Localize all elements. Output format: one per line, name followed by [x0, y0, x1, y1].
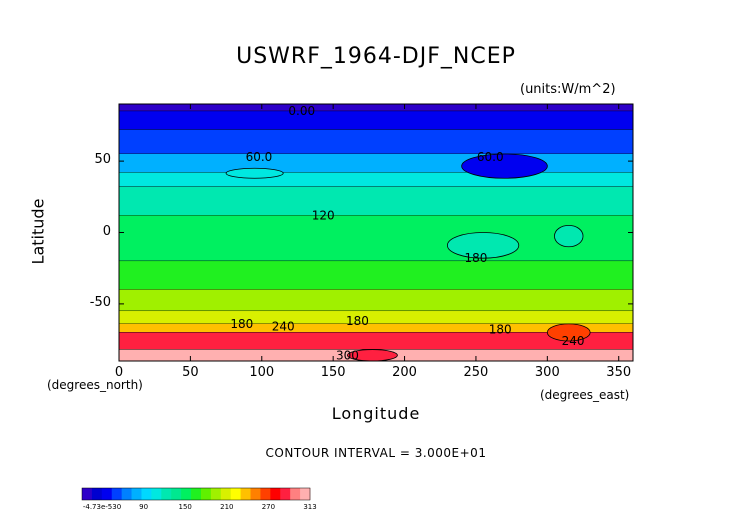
- x-tick-label: 200: [392, 365, 417, 380]
- colorbar-swatch: [101, 488, 113, 500]
- contour-region: [461, 153, 548, 179]
- lat-band: [119, 261, 633, 290]
- colorbar-swatch: [210, 488, 222, 500]
- colorbar-swatch: [121, 488, 132, 500]
- lat-band: [119, 332, 633, 350]
- units-label: (units:W/m^2): [520, 82, 616, 97]
- colorbar-tick-label: 150: [178, 503, 192, 511]
- x-tick-label: 150: [320, 365, 346, 380]
- contour-region: [546, 323, 591, 342]
- colorbar-tick-label: 210: [220, 503, 234, 511]
- lat-band: [119, 323, 633, 333]
- x-tick-label: 350: [606, 365, 632, 380]
- y-tick-label: -50: [89, 294, 111, 310]
- y-tick-label: 50: [94, 152, 111, 168]
- colorbar-swatch: [200, 488, 212, 500]
- colorbar-swatch: [91, 488, 103, 500]
- x-tick-label: 50: [182, 365, 199, 380]
- lat-band: [119, 129, 633, 154]
- contour-label: 0.00: [288, 104, 315, 118]
- colorbar-swatch: [230, 488, 242, 500]
- contour-region: [554, 224, 584, 248]
- lat-band: [119, 289, 633, 312]
- x-tick-label: 0: [114, 365, 124, 380]
- lat-band: [119, 111, 633, 130]
- lat-band: [119, 311, 633, 324]
- colorbar-tick-label: 313: [303, 503, 317, 511]
- x-tick-label: 300: [534, 365, 560, 380]
- colorbar-frame: [81, 487, 311, 501]
- lat-band: [119, 186, 633, 216]
- contour-label: 180: [489, 323, 512, 337]
- x-unit-label: (degrees_east): [540, 388, 630, 402]
- colorbar-tick-label: -4.73e-530: [82, 503, 122, 511]
- lat-band: [119, 153, 633, 173]
- colorbar-swatch: [290, 488, 301, 500]
- contour-label: 240: [562, 334, 585, 348]
- y-tick-label: 0: [102, 223, 111, 239]
- x-tick-label: 250: [463, 365, 489, 380]
- colorbar-swatch: [240, 488, 251, 500]
- lat-band: [119, 104, 633, 112]
- colorbar-swatch: [270, 488, 281, 500]
- colorbar-swatch: [161, 488, 172, 500]
- contour-label: 180: [464, 251, 487, 265]
- x-tick-label: 100: [249, 365, 275, 380]
- contour-label: 120: [312, 208, 335, 222]
- contour-region: [225, 167, 284, 179]
- y-unit-label: (degrees_north): [47, 378, 143, 392]
- colorbar-swatch: [191, 488, 202, 500]
- contour-label: 60.0: [477, 150, 504, 164]
- colorbar-swatch: [141, 488, 152, 500]
- lat-band: [119, 215, 633, 262]
- colorbar-swatch: [181, 488, 192, 500]
- contour-region: [446, 232, 520, 259]
- lat-band: [119, 172, 633, 187]
- contour-label: 180: [346, 314, 369, 328]
- colorbar-swatch: [82, 488, 93, 500]
- contour-label: 300: [336, 348, 359, 362]
- colorbar-swatch: [151, 488, 162, 500]
- colorbar-swatch: [300, 488, 311, 500]
- contour-label: 180: [230, 317, 253, 331]
- contour-label: 60.0: [246, 150, 273, 164]
- colorbar-swatch: [111, 488, 123, 500]
- contour-interval-text: CONTOUR INTERVAL = 3.000E+01: [265, 446, 487, 460]
- colorbar-tick-label: 90: [139, 503, 149, 511]
- x-axis-label: Longitude: [331, 404, 421, 423]
- colorbar-swatch: [131, 488, 142, 500]
- colorbar-swatch: [280, 488, 291, 500]
- colorbar-tick-label: 270: [261, 503, 276, 511]
- colorbar-swatch: [260, 488, 271, 500]
- colorbar-swatch: [250, 488, 261, 500]
- chart-title: USWRF_1964-DJF_NCEP: [236, 44, 516, 69]
- colorbar-swatch: [171, 488, 182, 500]
- colorbar-swatch: [220, 488, 232, 500]
- contour-label: 240: [272, 320, 295, 334]
